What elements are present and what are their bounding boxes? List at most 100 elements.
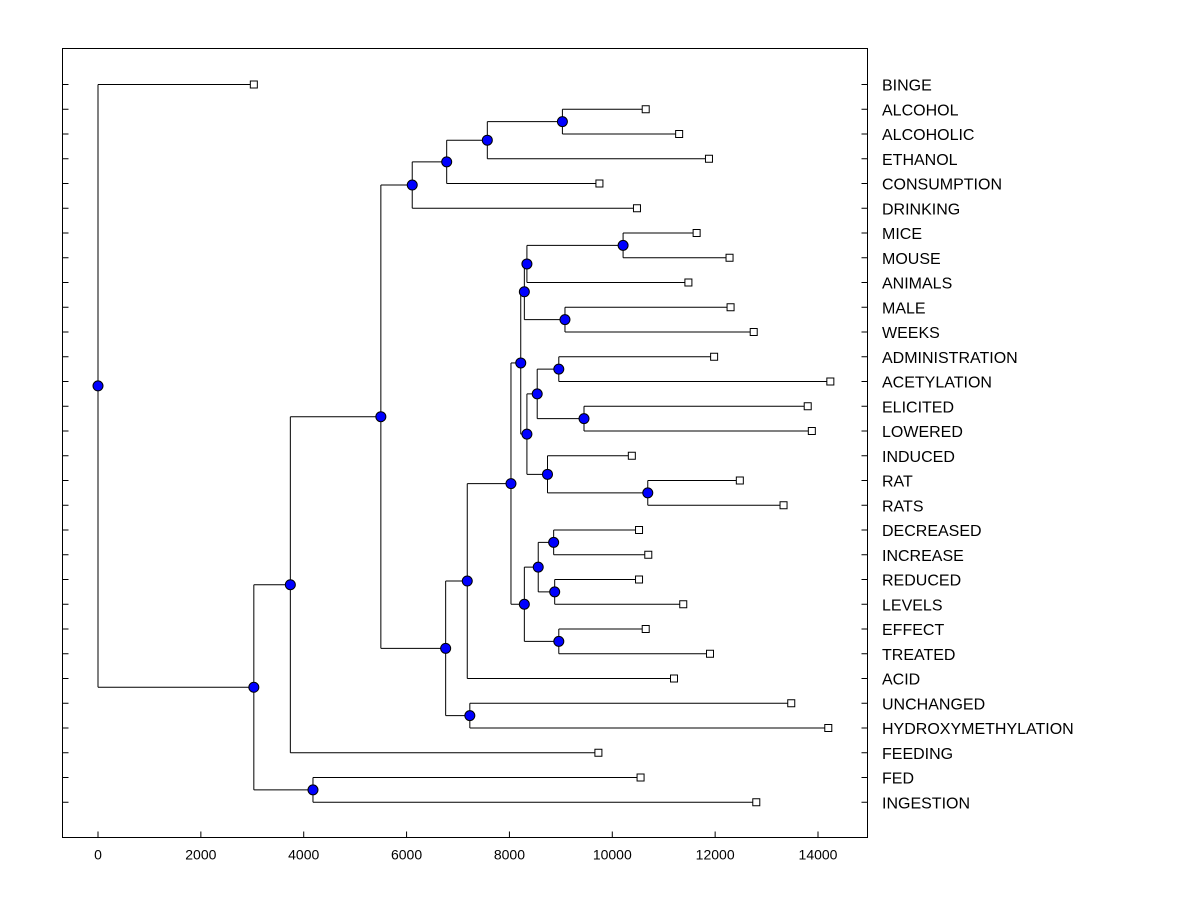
x-tick-label: 4000	[288, 847, 319, 863]
merge-node-n26	[284, 579, 296, 591]
merge-node-n6	[521, 258, 533, 270]
leaf-marker-administration	[710, 352, 719, 361]
leaf-label-consumption: CONSUMPTION	[882, 177, 1002, 194]
leaf-label-rat: RAT	[882, 474, 913, 491]
leaf-marker-weeks	[749, 328, 758, 336]
leaf-marker-alcoholic	[675, 130, 684, 138]
x-tick-label: 8000	[494, 847, 525, 863]
merge-node-n22	[461, 575, 473, 587]
leaf-label-acid: ACID	[882, 672, 920, 689]
leaf-marker-lowered	[807, 427, 816, 435]
leaf-marker-unchanged	[787, 699, 796, 708]
leaf-marker-binge	[249, 80, 258, 89]
merge-node-n18	[532, 561, 544, 573]
leaf-marker-reduced	[635, 575, 644, 584]
x-tick-label: 6000	[391, 847, 422, 863]
merge-node-n16	[548, 536, 560, 548]
nodes-group	[92, 116, 654, 796]
leaf-label-alcohol: ALCOHOL	[882, 102, 959, 119]
merge-node-n2	[481, 134, 493, 146]
leaf-label-reduced: REDUCED	[882, 573, 961, 590]
leaf-marker-drinking	[632, 204, 641, 213]
plot-frame	[62, 48, 868, 838]
leaf-marker-mouse	[725, 253, 734, 262]
leaf-label-elicited: ELICITED	[882, 399, 954, 416]
leaf-label-weeks: WEEKS	[882, 325, 940, 342]
leaf-marker-male	[726, 303, 735, 312]
merge-node-n5	[617, 239, 629, 251]
merge-node-n4	[406, 179, 418, 191]
x-axis: 0 2000 4000 6000 8000 10000 12000 14000	[94, 831, 838, 863]
merge-node-n12	[521, 428, 533, 440]
merge-node-n13	[541, 468, 553, 480]
leaf-label-mouse: MOUSE	[882, 251, 941, 268]
leaf-label-alcoholic: ALCOHOLIC	[882, 127, 974, 144]
merge-node-n11	[531, 388, 543, 400]
leaf-marker-ethanol	[704, 154, 713, 163]
leaf-marker-mice	[692, 229, 701, 237]
leaf-marker-acetylation	[826, 377, 835, 386]
x-tick-label: 10000	[593, 847, 632, 863]
merge-node-n20	[518, 598, 530, 610]
leaf-marker-fed	[636, 773, 645, 782]
leaf-label-feeding: FEEDING	[882, 746, 953, 763]
merge-node-n21	[505, 478, 517, 490]
leaf-label-mice: MICE	[882, 226, 922, 243]
leaf-marker-effect	[641, 625, 650, 633]
merge-node-n9	[553, 363, 565, 375]
leaf-marker-induced	[627, 451, 636, 460]
x-tick-label: 0	[94, 847, 102, 863]
merge-node-n27	[307, 784, 319, 796]
merge-node-n23	[464, 710, 476, 722]
leaf-marker-rat	[735, 476, 744, 485]
merge-node-n3	[441, 156, 453, 168]
x-tick-label: 2000	[185, 847, 216, 863]
leaf-label-effect: EFFECT	[882, 622, 944, 639]
leaf-marker-consumption	[595, 179, 604, 188]
leaf-marker-acid	[670, 674, 678, 683]
merge-node-n7	[559, 314, 571, 326]
leaf-label-ethanol: ETHANOL	[882, 152, 958, 169]
leaf-label-unchanged: UNCHANGED	[882, 696, 985, 713]
merge-node-n19	[553, 635, 565, 647]
leaf-label-animals: ANIMALS	[882, 276, 952, 293]
leaf-marker-alcohol	[641, 105, 650, 114]
merge-node-n25	[375, 411, 387, 423]
leaf-label-hydroxymethylation: HYDROXYMETHYLATION	[882, 721, 1074, 738]
branches-group	[97, 84, 831, 803]
merge-node-n29	[92, 380, 104, 392]
merge-node-n24	[440, 642, 452, 654]
leaf-label-lowered: LOWERED	[882, 424, 963, 441]
leaf-labels-group: BINGE ALCOHOL ALCOHOLIC ETHANOL CONSUMPTION D…	[882, 78, 1074, 813]
leaf-marker-hydroxymethylation	[824, 724, 833, 732]
leaf-marker-animals	[684, 278, 693, 287]
leaf-marker-treated	[706, 649, 714, 658]
leaf-label-rats: RATS	[882, 498, 923, 515]
leaf-marker-feeding	[594, 748, 603, 757]
leaf-markers-group	[249, 80, 835, 807]
merge-node-n14	[642, 487, 654, 499]
merge-node-n8	[518, 286, 530, 298]
leaf-marker-ingestion	[752, 798, 761, 807]
y-axis-ticks	[62, 84, 868, 803]
leaf-label-induced: INDUCED	[882, 449, 955, 466]
merge-node-n15	[515, 357, 527, 369]
leaf-label-binge: BINGE	[882, 78, 932, 95]
leaf-label-administration: ADMINISTRATION	[882, 350, 1018, 367]
leaf-label-ingestion: INGESTION	[882, 795, 970, 812]
leaf-label-fed: FED	[882, 771, 914, 788]
leaf-marker-levels	[679, 600, 688, 609]
merge-node-n1	[556, 116, 568, 128]
leaf-label-increase: INCREASE	[882, 548, 964, 565]
merge-node-n28	[248, 681, 260, 693]
leaf-marker-elicited	[803, 402, 812, 411]
leaf-label-decreased: DECREASED	[882, 523, 982, 540]
x-tick-label: 14000	[799, 847, 838, 863]
leaf-marker-rats	[779, 501, 788, 510]
leaf-label-levels: LEVELS	[882, 597, 942, 614]
leaf-marker-increase	[644, 550, 653, 559]
leaf-label-acetylation: ACETYLATION	[882, 375, 992, 392]
merge-node-n17	[549, 586, 561, 598]
